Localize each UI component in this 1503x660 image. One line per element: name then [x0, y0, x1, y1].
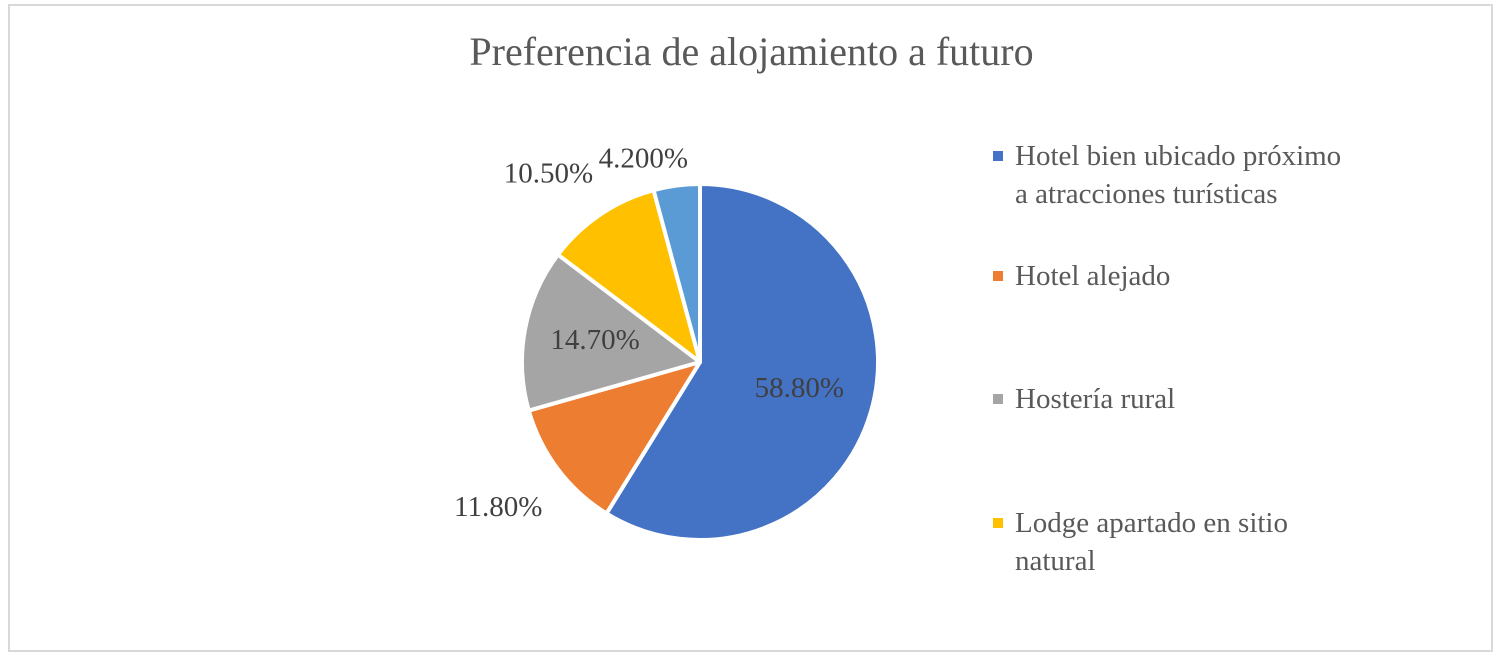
pie-data-label: 4.200%	[599, 143, 688, 175]
pie-data-label: 58.80%	[755, 372, 844, 404]
legend-swatch	[993, 271, 1003, 281]
pie-data-label: 11.80%	[454, 491, 542, 523]
pie-slice	[604, 182, 880, 542]
legend-label: Lodge apartado en sitio natural	[1015, 507, 1288, 577]
legend-swatch	[993, 518, 1003, 528]
chart-legend: Hotel bien ubicado próximo a atracciones…	[993, 0, 1353, 660]
pie-slice	[520, 252, 702, 413]
legend-label: Hotel bien ubicado próximo a atracciones…	[1015, 140, 1342, 210]
chart-title: Preferencia de alojamiento a futuro	[469, 29, 1034, 74]
legend-label: Hostería rural	[1015, 383, 1176, 415]
legend-label: Hotel alejado	[1015, 260, 1171, 292]
pie-data-label: 10.50%	[504, 158, 593, 190]
pie-slice	[651, 182, 702, 364]
pie-slices	[520, 182, 880, 542]
pie-data-label: 14.70%	[550, 324, 639, 356]
pie-data-labels: 58.80% 11.80% 14.70% 10.50% 4.200%	[454, 143, 844, 524]
legend-swatch	[993, 394, 1003, 404]
legend-swatch	[993, 151, 1003, 161]
